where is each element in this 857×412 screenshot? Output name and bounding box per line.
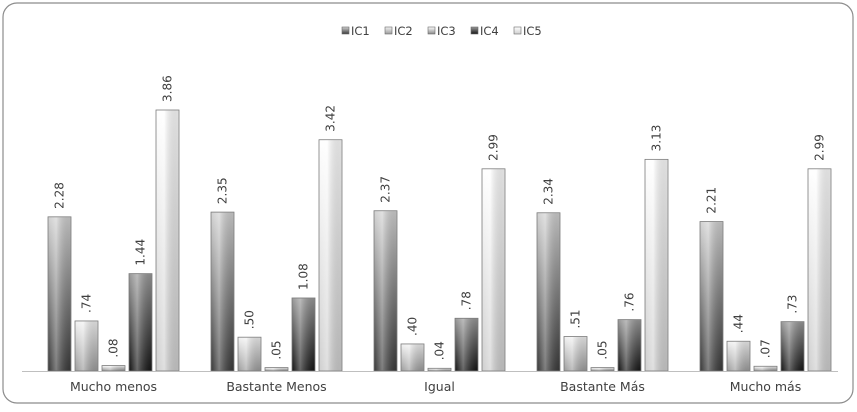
legend-swatch-ic5 — [513, 26, 522, 35]
category-label-igual: Igual — [424, 379, 455, 394]
value-label-ic2-mucho-menos: .74 — [80, 294, 94, 313]
bar-shine-ic2-igual — [401, 344, 424, 371]
value-label-ic1-igual: 2.37 — [379, 176, 393, 203]
legend-label-ic2: IC2 — [394, 24, 413, 38]
legend-swatch-ic2 — [384, 26, 393, 35]
value-label-ic4-igual: .78 — [460, 291, 474, 310]
bar-shine-ic2-mucho-menos — [75, 321, 98, 371]
bar-shine-ic5-igual — [482, 169, 505, 371]
bar-shine-ic4-bastante-mas — [618, 320, 641, 371]
value-label-ic4-mucho-mas: .73 — [786, 295, 800, 314]
value-label-ic4-bastante-mas: .76 — [623, 293, 637, 312]
bar-shine-ic4-mucho-mas — [781, 322, 804, 371]
bar-shine-ic1-bastante-mas — [537, 213, 560, 371]
value-label-ic3-bastante-menos: .05 — [270, 341, 284, 360]
category-label-bastante-menos: Bastante Menos — [226, 379, 326, 394]
category-label-mucho-mas: Mucho más — [730, 379, 801, 394]
legend-label-ic1: IC1 — [351, 24, 370, 38]
bar-shine-ic5-mucho-mas — [808, 169, 831, 371]
category-label-mucho-menos: Mucho menos — [70, 379, 157, 394]
bar-shine-ic5-bastante-mas — [645, 159, 668, 371]
bar-shine-ic3-bastante-mas — [591, 368, 614, 371]
value-label-ic3-igual: .04 — [433, 341, 447, 360]
bar-shine-ic1-mucho-mas — [700, 222, 723, 371]
bar-shine-ic3-bastante-menos — [265, 368, 288, 371]
bar-shine-ic4-mucho-menos — [129, 274, 152, 371]
value-label-ic1-mucho-menos: 2.28 — [53, 182, 67, 209]
value-labels-group: 2.28 .74 .08 1.44 3.86 2.35 .50 .05 1.08 3.42 2.37… — [53, 75, 827, 360]
category-labels-group: Mucho menos Bastante Menos Igual Bastante M… — [70, 379, 801, 394]
value-label-ic3-mucho-menos: .08 — [107, 338, 121, 357]
legend: IC1 IC2 IC3 IC4 IC5 — [341, 24, 542, 38]
value-label-ic4-mucho-menos: 1.44 — [134, 239, 148, 266]
value-label-ic5-bastante-menos: 3.42 — [324, 105, 338, 132]
legend-swatch-ic4 — [470, 26, 479, 35]
value-label-ic4-bastante-menos: 1.08 — [297, 263, 311, 290]
legend-label-ic5: IC5 — [523, 24, 542, 38]
value-label-ic1-bastante-menos: 2.35 — [216, 177, 230, 204]
bar-shine-ic3-mucho-menos — [102, 366, 125, 371]
bar-shine-ic3-mucho-mas — [754, 366, 777, 371]
legend-swatch-ic3 — [427, 26, 436, 35]
bar-shine-ic1-bastante-menos — [211, 212, 234, 371]
bar-shine-ic4-igual — [455, 318, 478, 371]
bar-shine-ic3-igual — [428, 368, 451, 371]
legend-label-ic3: IC3 — [437, 24, 456, 38]
value-label-ic5-bastante-mas: 3.13 — [650, 125, 664, 152]
value-label-ic1-bastante-mas: 2.34 — [542, 178, 556, 205]
value-label-ic5-igual: 2.99 — [487, 134, 501, 161]
value-label-ic3-bastante-mas: .05 — [596, 341, 610, 360]
value-label-ic2-bastante-menos: .50 — [243, 310, 257, 329]
value-label-ic5-mucho-menos: 3.86 — [161, 75, 175, 102]
bar-shine-ic2-mucho-mas — [727, 341, 750, 371]
bar-shine-ic2-bastante-mas — [564, 337, 587, 371]
legend-swatch-ic1 — [341, 26, 350, 35]
value-label-ic3-mucho-mas: .07 — [759, 339, 773, 358]
category-label-bastante-mas: Bastante Más — [560, 379, 645, 394]
legend-label-ic4: IC4 — [480, 24, 499, 38]
value-label-ic1-mucho-mas: 2.21 — [705, 187, 719, 214]
bar-shine-ic2-bastante-menos — [238, 337, 261, 371]
bar-shine-ic5-mucho-menos — [156, 110, 179, 371]
bar-shine-ic1-mucho-menos — [48, 217, 71, 371]
bar-shine-ic4-bastante-menos — [292, 298, 315, 371]
value-label-ic2-mucho-mas: .44 — [732, 314, 746, 333]
value-label-ic5-mucho-mas: 2.99 — [813, 134, 827, 161]
value-label-ic2-igual: .40 — [406, 317, 420, 336]
bar-shine-ic1-igual — [374, 211, 397, 371]
value-label-ic2-bastante-mas: .51 — [569, 309, 583, 328]
bars-group — [47, 109, 832, 372]
bar-shine-ic5-bastante-menos — [319, 140, 342, 371]
